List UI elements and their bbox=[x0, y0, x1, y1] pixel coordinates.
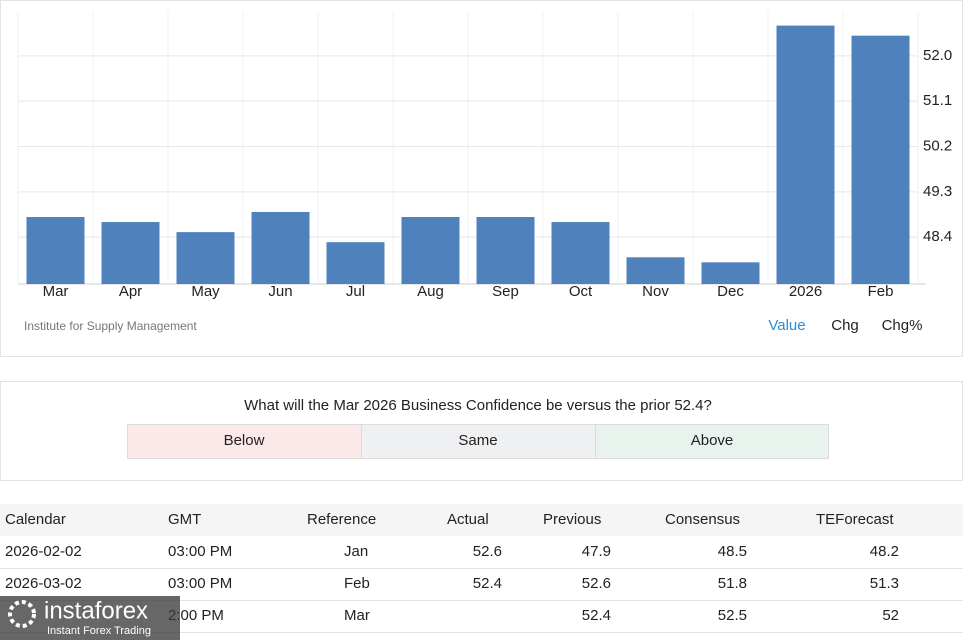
y-tick-label: 52.0 bbox=[923, 47, 952, 64]
view-option[interactable]: Chg% bbox=[882, 317, 923, 334]
chart-source: Institute for Supply Management bbox=[24, 319, 197, 333]
bar bbox=[476, 217, 535, 284]
x-tick-label: Mar bbox=[43, 283, 69, 300]
table-cell: Mar bbox=[344, 607, 370, 624]
watermark-brand: instaforex bbox=[44, 597, 148, 624]
table-cell: 52.6 bbox=[473, 543, 502, 560]
bar bbox=[101, 222, 160, 284]
x-tick-label: 2026 bbox=[789, 283, 822, 300]
table-header: Actual bbox=[447, 511, 489, 528]
table-cell: 52.5 bbox=[718, 607, 747, 624]
y-tick-label: 49.3 bbox=[923, 183, 952, 200]
table-cell: 03:00 PM bbox=[168, 575, 232, 592]
bar bbox=[176, 232, 235, 284]
bar bbox=[851, 35, 910, 284]
table-cell: 2026-02-02 bbox=[5, 543, 82, 560]
table-header-bg bbox=[0, 504, 963, 536]
table-header: GMT bbox=[168, 511, 201, 528]
y-tick-label: 51.1 bbox=[923, 92, 952, 109]
table-cell: 51.3 bbox=[870, 575, 899, 592]
bar bbox=[26, 217, 85, 284]
x-tick-label: Sep bbox=[492, 283, 519, 300]
x-tick-label: Apr bbox=[119, 283, 142, 300]
bar bbox=[701, 262, 760, 284]
bar bbox=[251, 211, 310, 284]
table-cell: 48.2 bbox=[870, 543, 899, 560]
table-cell: 03:00 PM bbox=[168, 543, 232, 560]
view-option[interactable]: Value bbox=[768, 317, 805, 334]
y-tick-label: 48.4 bbox=[923, 228, 952, 245]
table-cell: 48.5 bbox=[718, 543, 747, 560]
view-option[interactable]: Chg bbox=[831, 317, 859, 334]
bar bbox=[326, 242, 385, 284]
table-cell: 52 bbox=[882, 607, 899, 624]
table-cell: 52.6 bbox=[582, 575, 611, 592]
table-header: Previous bbox=[543, 511, 601, 528]
poll-question: What will the Mar 2026 Business Confiden… bbox=[244, 397, 712, 414]
x-tick-label: Oct bbox=[569, 283, 593, 300]
table-header: TEForecast bbox=[816, 511, 894, 528]
table-cell: 52.4 bbox=[582, 607, 611, 624]
table-cell: Feb bbox=[344, 575, 370, 592]
bar bbox=[551, 222, 610, 284]
table-cell: Jan bbox=[344, 543, 368, 560]
bar bbox=[776, 25, 835, 284]
table-cell: 51.8 bbox=[718, 575, 747, 592]
table-cell: 47.9 bbox=[582, 543, 611, 560]
x-tick-label: Dec bbox=[717, 283, 744, 300]
x-tick-label: Jul bbox=[346, 283, 365, 300]
poll-option[interactable] bbox=[127, 424, 362, 459]
table-cell: 2026-03-02 bbox=[5, 575, 82, 592]
x-tick-label: May bbox=[191, 283, 220, 300]
x-tick-label: Nov bbox=[642, 283, 669, 300]
table-header: Calendar bbox=[5, 511, 66, 528]
table-cell: 52.4 bbox=[473, 575, 502, 592]
y-tick-label: 50.2 bbox=[923, 137, 952, 154]
watermark-tagline: Instant Forex Trading bbox=[47, 625, 151, 637]
x-tick-label: Aug bbox=[417, 283, 444, 300]
poll-option-label[interactable]: Same bbox=[458, 432, 497, 449]
bar bbox=[401, 217, 460, 284]
poll-option[interactable] bbox=[595, 424, 829, 459]
table-cell: 2:00 PM bbox=[168, 607, 224, 624]
x-tick-label: Jun bbox=[268, 283, 292, 300]
table-header: Reference bbox=[307, 511, 376, 528]
watermark-icon bbox=[8, 600, 36, 628]
poll-option-label[interactable]: Below bbox=[224, 432, 265, 449]
bar bbox=[626, 257, 685, 284]
table-header: Consensus bbox=[665, 511, 740, 528]
x-tick-label: Feb bbox=[868, 283, 894, 300]
poll-option-label[interactable]: Above bbox=[691, 432, 734, 449]
